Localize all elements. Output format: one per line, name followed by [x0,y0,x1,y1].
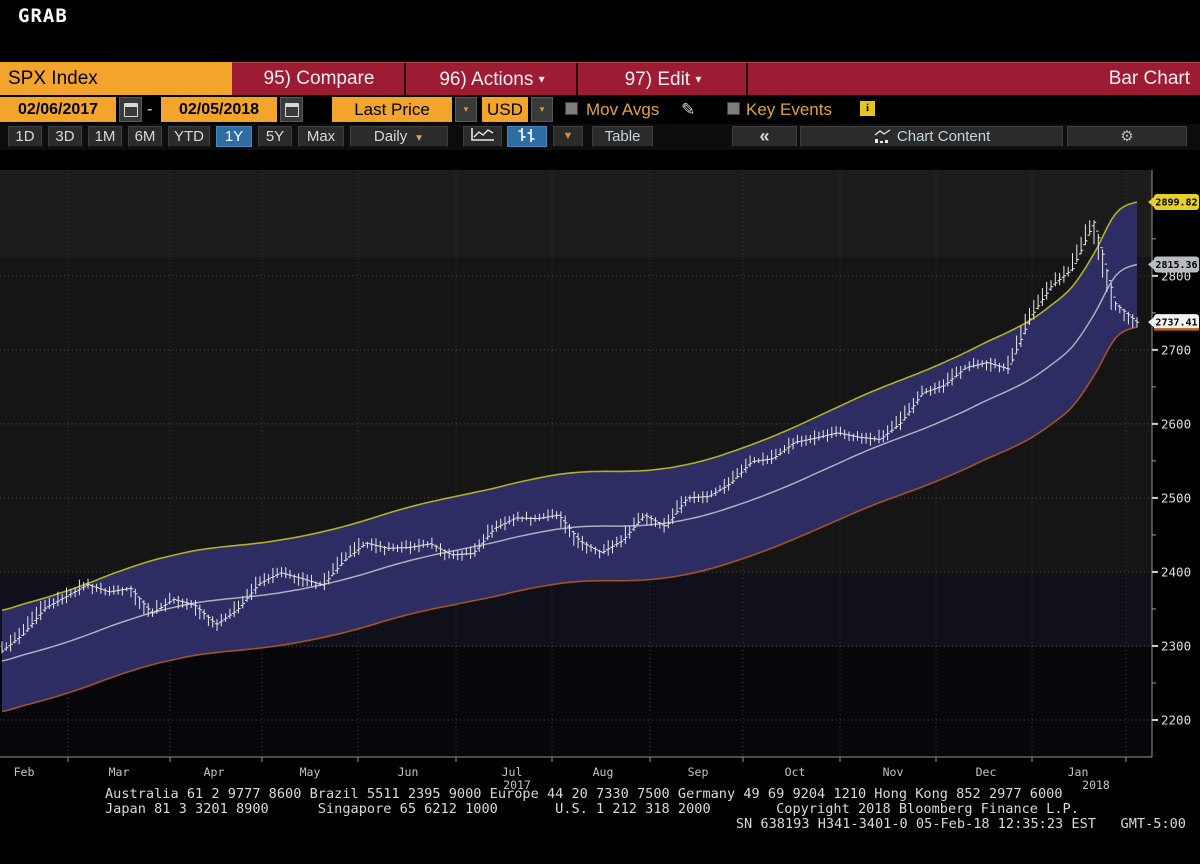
svg-text:Dec: Dec [976,765,997,779]
date-from-field[interactable]: 02/06/2017 [0,97,116,122]
menu-button-edit[interactable]: 97) Edit ▾ [580,63,748,95]
line-chart-icon [470,128,494,141]
period-button-ytd[interactable]: YTD [168,126,210,147]
calendar-to-button[interactable] [280,97,303,122]
svg-text:2815.36: 2815.36 [1155,260,1197,271]
chart-controls: 02/06/2017 - 02/05/2018 Last Price ▾ USD… [0,96,1200,123]
x-axis-labels: Feb Mar Apr May Jun Jul Aug Sep Oct Nov Dec Jan 2017… [14,765,1110,792]
currency-dropdown[interactable]: ▾ [531,97,553,122]
security-field[interactable]: SPX Index [0,62,232,95]
svg-text:2600: 2600 [1161,416,1191,431]
chevron-down-icon: ▾ [538,72,545,86]
period-toolbar: 1D 3D 1M 6M YTD 1Y 5Y Max Daily ▼ ▼ Table « [0,124,1200,150]
page-title: GRAB [18,5,68,27]
table-button[interactable]: Table [592,126,653,147]
chevron-down-icon: ▾ [695,72,702,86]
period-button-max[interactable]: Max [298,126,344,147]
period-button-1m[interactable]: 1M [88,126,122,147]
svg-text:Nov: Nov [883,765,904,779]
line-chart-button[interactable] [463,126,502,147]
price-field-select[interactable]: Last Price [332,97,452,122]
svg-text:2300: 2300 [1161,638,1191,653]
svg-text:2737.41: 2737.41 [1155,318,1197,329]
svg-text:Feb: Feb [14,765,35,779]
chart-content-icon [874,129,891,143]
last-price-tag: 2737.41 [1148,314,1199,331]
date-range-separator: - [147,101,153,118]
key-events-checkbox[interactable] [727,102,740,115]
mov-avgs-label[interactable]: Mov Avgs [586,100,660,119]
pencil-icon[interactable]: ✎ [681,100,696,119]
mov-avgs-checkbox[interactable] [565,102,578,115]
period-button-6m[interactable]: 6M [128,126,162,147]
collapse-panel-button[interactable]: « [732,126,797,147]
period-button-3d[interactable]: 3D [48,126,82,147]
footer-session-info: SN 638193 H341-3401-0 05-Feb-18 12:35:23… [735,816,1186,832]
upper-band-price-tag: 2899.82 [1148,193,1199,210]
svg-text:Apr: Apr [204,765,225,779]
price-field-dropdown[interactable]: ▾ [455,97,477,122]
period-button-1y[interactable]: 1Y [216,126,252,147]
svg-text:Oct: Oct [785,765,806,779]
svg-text:2899.82: 2899.82 [1155,197,1197,208]
menu-button-actions[interactable]: 96) Actions ▾ [408,63,578,95]
svg-text:2700: 2700 [1161,342,1191,357]
chevrons-left-icon: « [759,126,770,146]
svg-text:2018: 2018 [1082,778,1110,792]
calendar-from-button[interactable] [119,97,142,122]
svg-text:Mar: Mar [109,765,130,779]
axes [0,170,1158,762]
svg-text:Jan: Jan [1068,765,1089,779]
svg-text:Sep: Sep [688,765,709,779]
mid-line-price-tag: 2815.36 [1148,256,1199,273]
menu-bar: 95) Compare 96) Actions ▾ 97) Edit ▾ Bar C… [232,62,1200,95]
svg-text:Jul: Jul [502,765,523,779]
gear-icon: ⚙ [1120,128,1134,145]
svg-text:May: May [300,765,321,779]
chart-type-dropdown[interactable]: ▼ [553,126,583,147]
footer-phones-line2: Japan 81 3 3201 8900 Singapore 65 6212 1… [105,801,1079,817]
period-button-5y[interactable]: 5Y [258,126,292,147]
chart-content-button[interactable]: Chart Content [800,126,1063,147]
settings-button[interactable]: ⚙ [1067,126,1187,147]
frequency-label: Daily [373,128,408,145]
chart-type-label: Bar Chart [1108,68,1190,89]
info-icon[interactable]: i [860,101,875,116]
calendar-icon [285,103,299,117]
currency-select[interactable]: USD [482,97,528,122]
price-bars [1,220,1140,654]
svg-text:2017: 2017 [503,778,531,792]
security-toolbar: SPX Index 95) Compare 96) Actions ▾ 97) Ed… [0,62,1200,95]
svg-text:2200: 2200 [1161,712,1191,727]
svg-text:2500: 2500 [1161,490,1191,505]
svg-text:2400: 2400 [1161,564,1191,579]
bar-chart-button[interactable] [507,126,547,147]
calendar-icon [124,103,138,117]
period-button-1d[interactable]: 1D [8,126,42,147]
svg-text:Jun: Jun [398,765,419,779]
envelope-band [1,201,1138,713]
svg-text:Aug: Aug [593,765,614,779]
menu-button-compare[interactable]: 95) Compare [234,63,406,95]
chart-content-label: Chart Content [896,128,991,145]
frequency-button[interactable]: Daily ▼ [350,126,448,147]
date-to-field[interactable]: 02/05/2018 [161,97,277,122]
chevron-down-icon: ▼ [411,133,425,144]
ohlc-bars-icon [518,128,535,142]
footer-phones-line1: Australia 61 2 9777 8600 Brazil 5511 239… [105,786,1063,802]
key-events-label[interactable]: Key Events [746,100,832,119]
plot-background [0,170,1152,757]
